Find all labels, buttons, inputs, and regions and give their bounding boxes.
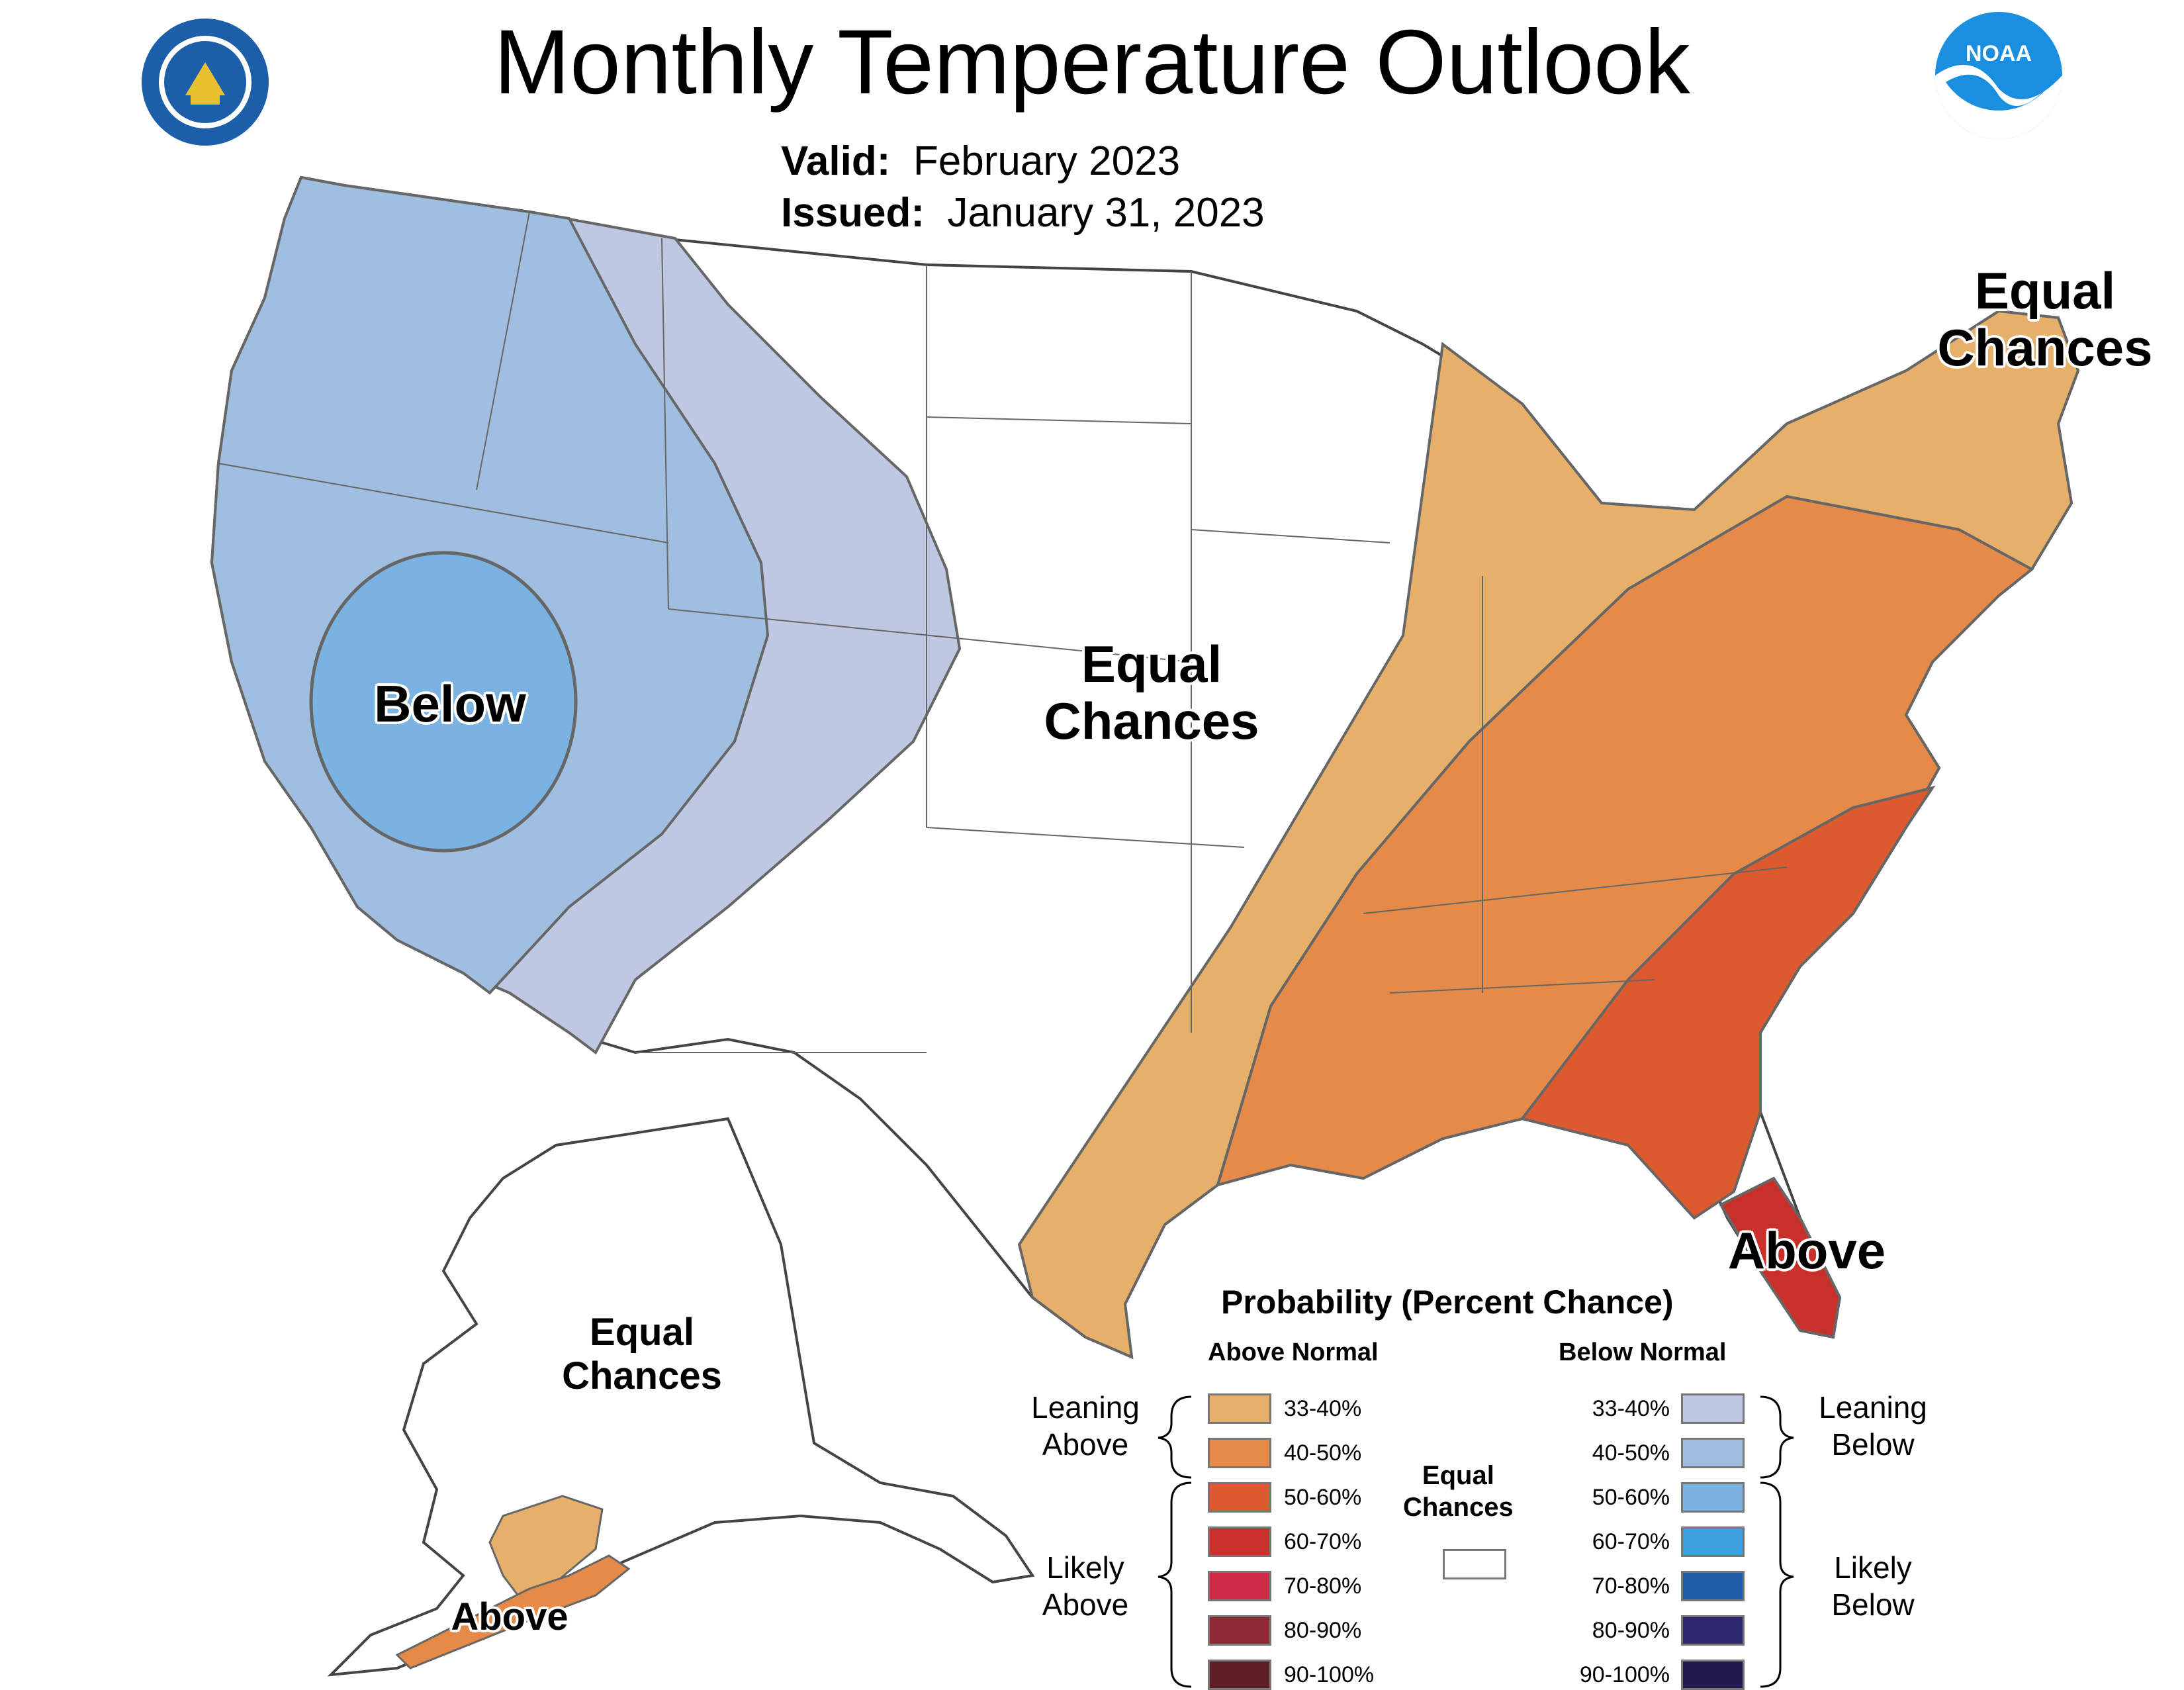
legend-below-title: Below Normal [1559,1338,1727,1366]
legend-above-swatch-2 [1208,1482,1271,1513]
label-above-alaska: Above [451,1595,569,1638]
issued-line: Issued: January 31, 2023 [781,188,1265,238]
legend-above-label-3: 60-70% [1284,1529,1362,1554]
above-50-60-region [1520,785,1936,1220]
legend-leaning-below: Leaning Below [1819,1390,1927,1462]
page-title: Monthly Temperature Outlook [494,11,1690,113]
legend-below-swatch-3 [1681,1526,1745,1557]
legend-above-title: Above Normal [1208,1338,1379,1366]
legend-below-swatch-1 [1681,1438,1745,1468]
legend-above-swatch-5 [1208,1615,1271,1646]
legend-above-label-4: 70-80% [1284,1573,1362,1599]
legend-below-label-2: 50-60% [1592,1485,1670,1510]
legend-above-swatch-1 [1208,1438,1271,1468]
legend-leaning-above: Leaning Above [1031,1390,1140,1462]
label-below-west: Below [374,675,526,733]
legend-equal-swatch [1443,1549,1506,1579]
label-equal-alaska: Equal Chances [562,1311,722,1397]
legend-below-swatch-2 [1681,1482,1745,1513]
legend-title: Probability (Percent Chance) [1221,1284,1674,1321]
issued-label: Issued: [781,190,925,236]
legend-below-label-1: 40-50% [1592,1440,1670,1466]
legend-above-swatch-4 [1208,1571,1271,1601]
below-50-60-region [309,551,578,853]
label-above-florida: Above [1727,1221,1886,1280]
commerce-seal-icon [139,16,271,148]
above-60-70-region [1719,1176,1842,1339]
legend-likely-below: Likely Below [1831,1550,1915,1622]
legend-below-label-5: 80-90% [1592,1618,1670,1643]
legend-above-label-6: 90-100% [1284,1662,1375,1687]
legend-equal-label: Equal Chances [1403,1461,1514,1522]
legend-above-swatch-0 [1208,1393,1271,1424]
legend-below-label-3: 60-70% [1592,1529,1670,1554]
valid-value: February 2023 [913,138,1181,184]
noaa-logo-text: NOAA [1965,41,2032,66]
legend-above-swatch-3 [1208,1526,1271,1557]
noaa-logo-icon: NOAA [1933,9,2065,142]
alaska-above-40-50-region [395,1554,631,1669]
legend-below-label-4: 70-80% [1592,1573,1670,1599]
legend-above-label-1: 40-50% [1284,1440,1362,1466]
issued-value: January 31, 2023 [947,190,1265,236]
valid-label: Valid: [781,138,891,184]
legend-likely-above: Likely Above [1042,1550,1129,1622]
legend-below-swatch-0 [1681,1393,1745,1424]
legend-below-label-6: 90-100% [1579,1662,1670,1687]
legend-below-swatch-4 [1681,1571,1745,1601]
legend-above-label-0: 33-40% [1284,1396,1362,1421]
label-equal-northeast: Equal Chances [1937,261,2153,377]
legend-below-label-0: 33-40% [1592,1396,1670,1421]
legend-above-label-2: 50-60% [1284,1485,1362,1510]
legend-above-label-5: 80-90% [1284,1618,1362,1643]
state-boundaries [218,211,1788,1053]
valid-line: Valid: February 2023 [781,136,1180,187]
label-equal-central: Equal Chances [1044,635,1259,750]
legend-below-swatch-5 [1681,1615,1745,1646]
